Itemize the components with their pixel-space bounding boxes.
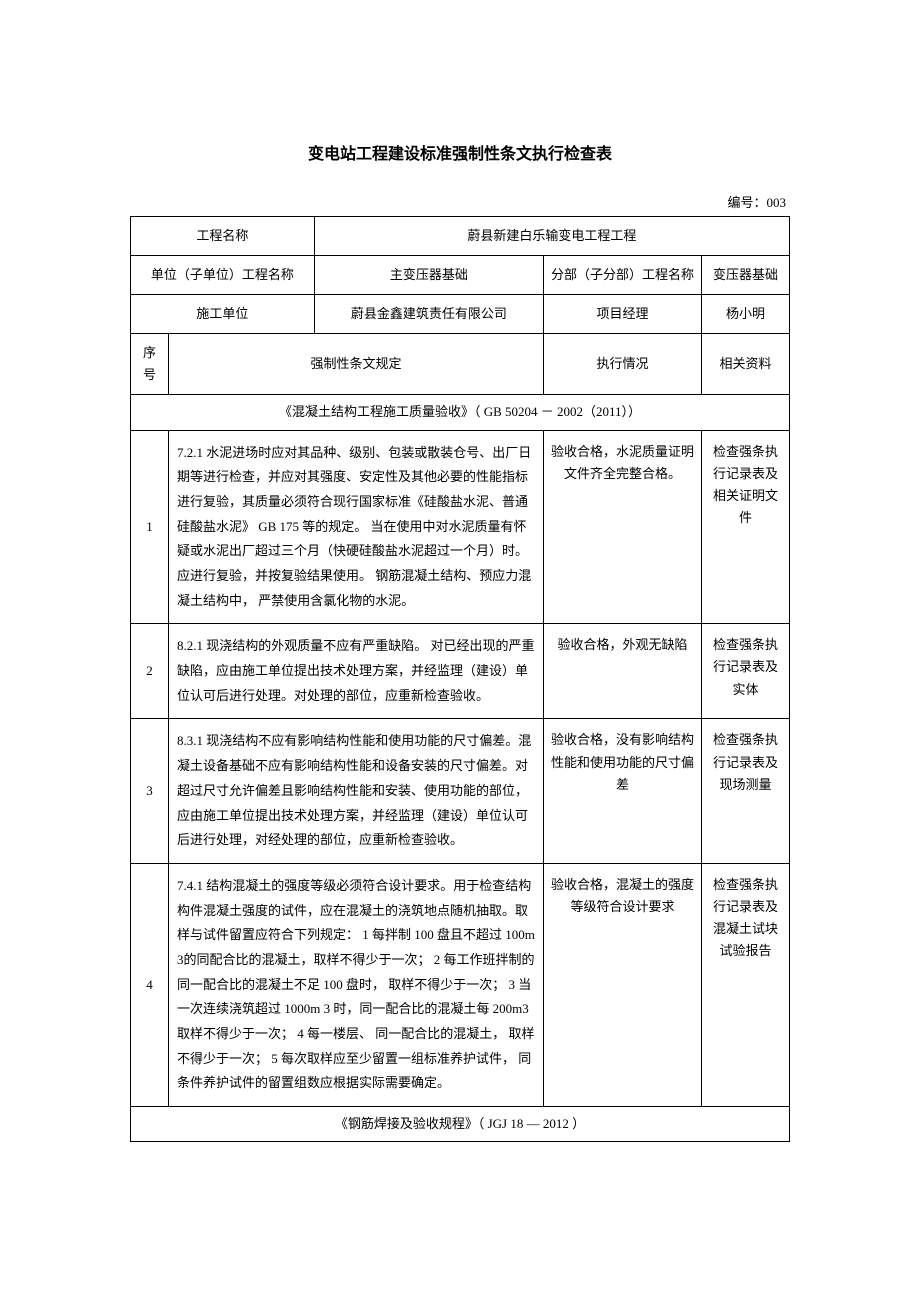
execution-header: 执行情况 bbox=[544, 334, 702, 395]
row-reference: 检查强条执行记录表及混凝土试块试验报告 bbox=[702, 863, 790, 1106]
header-row-1: 工程名称 蔚县新建白乐输变电工程工程 bbox=[131, 217, 790, 256]
row-reference: 检查强条执行记录表及实体 bbox=[702, 624, 790, 719]
row-execution: 验收合格，没有影响结构性能和使用功能的尺寸偏差 bbox=[544, 719, 702, 863]
page-title: 变电站工程建设标准强制性条文执行检查表 bbox=[130, 140, 790, 164]
construction-unit-label: 施工单位 bbox=[131, 295, 315, 334]
header-row-3: 施工单位 蔚县金鑫建筑责任有限公司 项目经理 杨小明 bbox=[131, 295, 790, 334]
checklist-table: 工程名称 蔚县新建白乐输变电工程工程 单位（子单位）工程名称 主变压器基础 分部… bbox=[130, 216, 790, 1142]
table-row: 3 8.3.1 现浇结构不应有影响结构性能和使用功能的尺寸偏差。混凝土设备基础不… bbox=[131, 719, 790, 863]
table-row: 2 8.2.1 现浇结构的外观质量不应有严重缺陷。 对已经出现的严重缺陷，应由施… bbox=[131, 624, 790, 719]
row-execution: 验收合格，水泥质量证明文件齐全完整合格。 bbox=[544, 430, 702, 624]
sub-project-label: 分部（子分部）工程名称 bbox=[544, 256, 702, 295]
row-seq: 2 bbox=[131, 624, 169, 719]
header-row-4: 序号 强制性条文规定 执行情况 相关资料 bbox=[131, 334, 790, 395]
section-1-title: 《混凝土结构工程施工质量验收》（ GB 50204 － 2002（2011）） bbox=[131, 395, 790, 430]
unit-project-value: 主变压器基础 bbox=[314, 256, 543, 295]
row-reference: 检查强条执行记录表及现场测量 bbox=[702, 719, 790, 863]
row-provision: 8.2.1 现浇结构的外观质量不应有严重缺陷。 对已经出现的严重缺陷，应由施工单… bbox=[169, 624, 544, 719]
seq-header: 序号 bbox=[131, 334, 169, 395]
row-seq: 3 bbox=[131, 719, 169, 863]
section-2-title: 《钢筋焊接及验收规程》（ JGJ 18 — 2012 ） bbox=[131, 1107, 790, 1142]
row-provision: 7.2.1 水泥进场时应对其品种、级别、包装或散装仓号、出厂日期等进行检查，并应… bbox=[169, 430, 544, 624]
row-seq: 1 bbox=[131, 430, 169, 624]
project-manager-value: 杨小明 bbox=[702, 295, 790, 334]
table-row: 1 7.2.1 水泥进场时应对其品种、级别、包装或散装仓号、出厂日期等进行检查，… bbox=[131, 430, 790, 624]
row-seq: 4 bbox=[131, 863, 169, 1106]
row-execution: 验收合格，外观无缺陷 bbox=[544, 624, 702, 719]
project-name-label: 工程名称 bbox=[131, 217, 315, 256]
row-execution: 验收合格，混凝土的强度等级符合设计要求 bbox=[544, 863, 702, 1106]
doc-number: 编号：003 bbox=[130, 192, 790, 211]
sub-project-value: 变压器基础 bbox=[702, 256, 790, 295]
section-1-header: 《混凝土结构工程施工质量验收》（ GB 50204 － 2002（2011）） bbox=[131, 395, 790, 430]
unit-project-label: 单位（子单位）工程名称 bbox=[131, 256, 315, 295]
row-provision: 7.4.1 结构混凝土的强度等级必须符合设计要求。用于检查结构构件混凝土强度的试… bbox=[169, 863, 544, 1106]
project-manager-label: 项目经理 bbox=[544, 295, 702, 334]
related-docs-header: 相关资料 bbox=[702, 334, 790, 395]
row-reference: 检查强条执行记录表及相关证明文件 bbox=[702, 430, 790, 624]
mandatory-header: 强制性条文规定 bbox=[169, 334, 544, 395]
section-2-header: 《钢筋焊接及验收规程》（ JGJ 18 — 2012 ） bbox=[131, 1107, 790, 1142]
project-name-value: 蔚县新建白乐输变电工程工程 bbox=[314, 217, 789, 256]
header-row-2: 单位（子单位）工程名称 主变压器基础 分部（子分部）工程名称 变压器基础 bbox=[131, 256, 790, 295]
table-row: 4 7.4.1 结构混凝土的强度等级必须符合设计要求。用于检查结构构件混凝土强度… bbox=[131, 863, 790, 1106]
row-provision: 8.3.1 现浇结构不应有影响结构性能和使用功能的尺寸偏差。混凝土设备基础不应有… bbox=[169, 719, 544, 863]
construction-unit-value: 蔚县金鑫建筑责任有限公司 bbox=[314, 295, 543, 334]
